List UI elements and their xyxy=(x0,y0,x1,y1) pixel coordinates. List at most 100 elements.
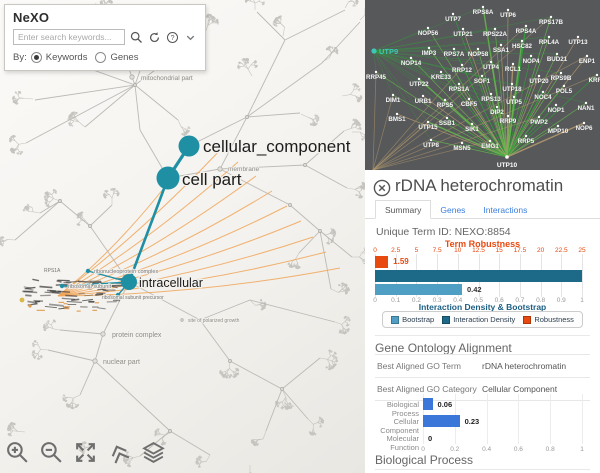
gene-node-label[interactable]: RPS4A xyxy=(516,28,537,35)
gene-node-label[interactable]: BUD21 xyxy=(547,56,568,63)
gene-node-label[interactable]: NOP4 xyxy=(523,58,540,65)
gene-node-label[interactable]: RRP45 xyxy=(366,74,387,81)
gene-node-label[interactable]: NOP1 xyxy=(548,107,565,114)
gene-node-label[interactable]: SOF1 xyxy=(474,78,491,85)
gene-node-label[interactable]: RPL4A xyxy=(539,39,560,46)
gene-node-label[interactable]: UTP13 xyxy=(568,39,588,46)
gene-node-label[interactable]: DIP2 xyxy=(490,109,504,116)
term-node-label[interactable]: protein complex xyxy=(111,331,162,340)
gene-node-label[interactable]: BMS1 xyxy=(388,116,406,123)
gene-node-label[interactable]: SIK1 xyxy=(465,126,479,133)
search-icon[interactable] xyxy=(130,31,143,44)
fit-view-icon[interactable] xyxy=(73,440,98,465)
gene-node-label[interactable]: ENP1 xyxy=(579,58,596,65)
fractal-subtrees xyxy=(0,0,365,473)
radio-genes[interactable] xyxy=(95,52,107,63)
gene-node-label[interactable]: RPS17B xyxy=(539,19,564,26)
gene-node-label[interactable]: SSA1 xyxy=(493,47,510,54)
gene-node-label[interactable]: RPS7A xyxy=(444,51,465,58)
gene-node-label[interactable]: UTP18 xyxy=(502,86,522,93)
gene-node-label[interactable]: RPS13 xyxy=(481,96,501,103)
gene-node-label[interactable]: UTP22 xyxy=(409,81,429,88)
interaction-network-panel[interactable]: RPS8A UTP6 RPS17B UTP7 NOP56 UTP21 RPS22A RPS4A… xyxy=(365,0,600,171)
gene-node-label[interactable]: RPS22A xyxy=(483,31,508,38)
gene-node-label[interactable]: DIM1 xyxy=(386,97,401,104)
gene-node-label[interactable]: UTP5 xyxy=(506,99,522,106)
gene-node-label[interactable]: RPS8A xyxy=(473,9,494,16)
zoom-out-icon[interactable] xyxy=(39,440,64,465)
gene-node-label[interactable]: UTP15 xyxy=(418,124,438,131)
gene-node-label[interactable]: URB1 xyxy=(415,98,432,105)
cluster-term-label[interactable]: ribosomal subunit xyxy=(67,283,112,291)
gene-node-label[interactable]: SSB1 xyxy=(439,120,456,127)
tab-interactions[interactable]: Interactions xyxy=(483,205,528,215)
gene-node-label[interactable]: NOP6 xyxy=(576,125,593,132)
gene-node-label[interactable]: RRP5 xyxy=(518,138,535,145)
gene-node-label[interactable]: RPS5 xyxy=(437,102,454,109)
gene-node-label[interactable]: IMP3 xyxy=(422,50,437,57)
gene-node-label[interactable]: UTP4 xyxy=(483,64,499,71)
gridline xyxy=(454,394,456,444)
axis-tick: 25 xyxy=(578,247,586,254)
gene-node-label[interactable]: UTP8 xyxy=(423,142,439,149)
gene-node-label[interactable]: RRP9 xyxy=(500,118,517,125)
cluster-term-label[interactable]: ribonucleoprotein complex xyxy=(93,268,159,276)
gridline xyxy=(582,394,583,444)
gene-node-label[interactable]: EMG1 xyxy=(481,143,499,150)
radio-keywords[interactable] xyxy=(30,52,42,63)
gene-node-label[interactable]: KRE33 xyxy=(431,74,452,81)
gene-node-label[interactable]: RPS1A xyxy=(449,86,470,93)
gridline xyxy=(437,254,439,297)
gene-node-label[interactable]: UTP10 xyxy=(497,162,518,169)
axis-tick: 12.5 xyxy=(472,247,485,254)
gene-node-label[interactable]: MPP10 xyxy=(548,128,569,135)
term-node-label[interactable]: mitochondrial part xyxy=(140,74,193,83)
selected-term-node[interactable] xyxy=(121,274,137,290)
section-divider xyxy=(375,469,590,470)
close-icon[interactable] xyxy=(373,179,391,197)
search-input[interactable] xyxy=(13,29,125,45)
term-node-label[interactable]: membrane xyxy=(227,165,260,174)
help-icon[interactable]: ? xyxy=(166,31,179,44)
term-node-label[interactable]: site of polarized growth xyxy=(187,317,240,325)
term-node-label[interactable]: intracellular xyxy=(138,275,204,292)
gene-node-label[interactable]: CBF5 xyxy=(461,101,478,108)
gene-node-label[interactable]: MSN5 xyxy=(453,145,471,152)
selected-term-node[interactable] xyxy=(178,135,200,157)
unique-term-id: Unique Term ID: NEXO:8854 xyxy=(376,226,511,238)
gene-node-label[interactable]: UTP20 xyxy=(529,78,549,85)
axis-tick: 1 xyxy=(580,446,584,453)
layers-icon[interactable] xyxy=(141,440,166,465)
term-node-label[interactable]: cell part xyxy=(181,169,243,191)
zoom-in-icon[interactable] xyxy=(5,440,30,465)
tab-summary[interactable]: Summary xyxy=(375,200,432,219)
gene-node-label[interactable]: NOP14 xyxy=(401,60,422,67)
gene-node-label[interactable]: NAN1 xyxy=(578,105,595,112)
term-node-label[interactable]: nuclear part xyxy=(102,358,141,367)
gene-node-label[interactable]: RRP12 xyxy=(452,67,473,74)
gene-node-label[interactable]: NOC4 xyxy=(534,94,552,101)
ontology-canvas[interactable]: mitochondrial part membrane protein comple… xyxy=(0,0,365,473)
gene-node-label[interactable]: KRR1 xyxy=(589,77,600,84)
highlighted-gene-label[interactable]: UTP9 xyxy=(379,47,398,56)
gridline xyxy=(457,254,459,297)
gene-node-label[interactable]: RCL1 xyxy=(505,66,522,73)
gene-node-label[interactable]: NOP58 xyxy=(468,51,489,58)
gene-node-label[interactable]: POL5 xyxy=(556,88,573,95)
collapse-all-icon[interactable] xyxy=(107,440,132,465)
gene-node-label[interactable]: UTP6 xyxy=(500,12,516,19)
axis-tick: 10 xyxy=(454,247,462,254)
gene-node-label[interactable]: NOP56 xyxy=(418,30,439,37)
cluster-term-label[interactable]: ribosomal subunit precursor xyxy=(101,294,165,302)
tab-genes[interactable]: Genes xyxy=(440,205,466,215)
gene-node-label[interactable]: UTP21 xyxy=(453,31,473,38)
chevron-down-icon[interactable] xyxy=(184,31,197,44)
cluster-term-label[interactable]: RPS1A xyxy=(43,267,62,275)
selected-term-node[interactable] xyxy=(156,166,180,190)
gene-node-label[interactable]: PWP2 xyxy=(530,119,548,126)
refresh-icon[interactable] xyxy=(148,31,161,44)
gene-node-label[interactable]: RPS9B xyxy=(551,75,572,82)
term-node-label[interactable]: cellular_component xyxy=(202,136,352,158)
gene-node-label[interactable]: HSC82 xyxy=(512,43,533,50)
gene-node-label[interactable]: UTP7 xyxy=(445,16,461,23)
